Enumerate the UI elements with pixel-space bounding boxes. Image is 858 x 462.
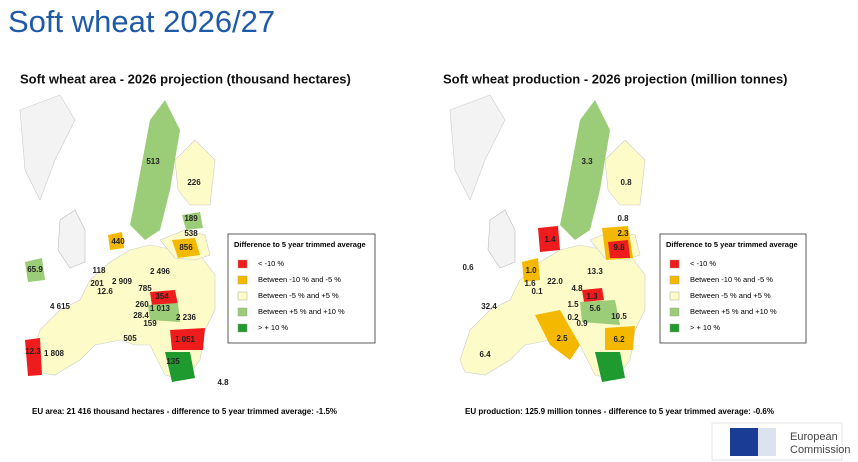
logo-text: European <box>790 431 838 443</box>
region-label: 0.8 <box>620 178 632 187</box>
legend-label: Between -10 % and -5 % <box>258 275 341 284</box>
region-label: 135 <box>166 357 180 366</box>
legend-swatch <box>669 307 680 317</box>
region-label: 0.9 <box>576 319 588 328</box>
region-label: 4.8 <box>217 378 229 387</box>
region-label: 4.8 <box>571 284 583 293</box>
region-label: 6.4 <box>479 350 491 359</box>
legend-label: > + 10 % <box>690 323 720 332</box>
region-label: 159 <box>143 319 157 328</box>
legend-title: Difference to 5 year trimmed average <box>666 240 798 249</box>
region-label: 2.3 <box>617 229 629 238</box>
region-label: 2.5 <box>556 334 568 343</box>
region-label: 1.4 <box>544 235 556 244</box>
legend-title: Difference to 5 year trimmed average <box>234 240 366 249</box>
legend-label: Between -5 % and +5 % <box>258 291 339 300</box>
region-label: 856 <box>179 243 193 252</box>
legend-swatch <box>669 291 680 301</box>
region-label: 1.5 <box>567 300 579 309</box>
region-label: 12.6 <box>97 287 113 296</box>
region-label: 1.0 <box>525 266 537 275</box>
region-label: 0.8 <box>617 214 629 223</box>
region-label: 2 909 <box>112 277 133 286</box>
region-label: 12.3 <box>25 347 41 356</box>
footnote: EU area: 21 416 thousand hectares - diff… <box>32 407 337 416</box>
logo: European Commission <box>711 422 851 461</box>
region-label: 10.5 <box>611 312 627 321</box>
region-label: 354 <box>155 292 169 301</box>
legend-label: Between -10 % and -5 % <box>690 275 773 284</box>
region-label: 0.2 <box>567 313 579 322</box>
logo-text: Commission <box>790 444 851 456</box>
region-label: 189 <box>184 214 198 223</box>
map-production <box>449 94 646 382</box>
region-label: 22.0 <box>547 277 563 286</box>
legend-swatch <box>237 291 248 301</box>
legend-swatch <box>669 275 680 285</box>
legend-label: Between +5 % and +10 % <box>258 307 345 316</box>
region-label: 1 808 <box>44 349 65 358</box>
region-label: 2 496 <box>150 267 171 276</box>
region-label: 505 <box>123 334 137 343</box>
legend-label: Between -5 % and +5 % <box>690 291 771 300</box>
region-label: 28.4 <box>133 311 149 320</box>
legend-label: < -10 % <box>690 259 716 268</box>
region-label: 2 236 <box>176 313 197 322</box>
region-label: 4 615 <box>50 302 71 311</box>
region-label: 226 <box>187 178 201 187</box>
region-label: 1 051 <box>175 335 196 344</box>
region-label: 0.6 <box>462 263 474 272</box>
region-label: 260 <box>135 300 149 309</box>
region-label: 0.1 <box>531 287 543 296</box>
footnote: EU production: 125.9 million tonnes - di… <box>465 407 774 416</box>
legend: Difference to 5 year trimmed average < -… <box>227 233 376 344</box>
legend: Difference to 5 year trimmed average < -… <box>659 233 807 344</box>
slide-title: Soft wheat 2026/27 <box>8 4 275 39</box>
legend-swatch <box>669 323 680 333</box>
legend-swatch <box>237 307 248 317</box>
region-label: 32.4 <box>481 302 497 311</box>
legend-swatch <box>237 259 248 269</box>
map-area <box>19 94 216 382</box>
legend-label: > + 10 % <box>258 323 288 332</box>
region-label: 1 013 <box>150 304 171 313</box>
region-label: 1.3 <box>586 292 598 301</box>
region-label: 13.3 <box>587 267 603 276</box>
region-label: 3.3 <box>581 157 593 166</box>
region-label: 65.9 <box>27 265 43 274</box>
region-label: 1.6 <box>524 279 536 288</box>
map-title: Soft wheat area - 2026 projection (thous… <box>20 71 351 86</box>
region-label: 785 <box>138 284 152 293</box>
region-label: 118 <box>93 266 106 275</box>
legend-swatch <box>237 275 248 285</box>
map-title: Soft wheat production - 2026 projection … <box>443 71 788 86</box>
legend-label: Between +5 % and +10 % <box>690 307 777 316</box>
region-label: 6.2 <box>613 335 625 344</box>
legend-label: < -10 % <box>258 259 284 268</box>
region-label: 440 <box>111 237 125 246</box>
region-label: 201 <box>90 279 104 288</box>
region-label: 9.8 <box>613 243 625 252</box>
legend-swatch <box>669 259 680 269</box>
region-label: 5.6 <box>589 304 601 313</box>
legend-swatch <box>237 323 248 333</box>
region-label: 538 <box>184 229 198 238</box>
region-label: 513 <box>146 157 160 166</box>
